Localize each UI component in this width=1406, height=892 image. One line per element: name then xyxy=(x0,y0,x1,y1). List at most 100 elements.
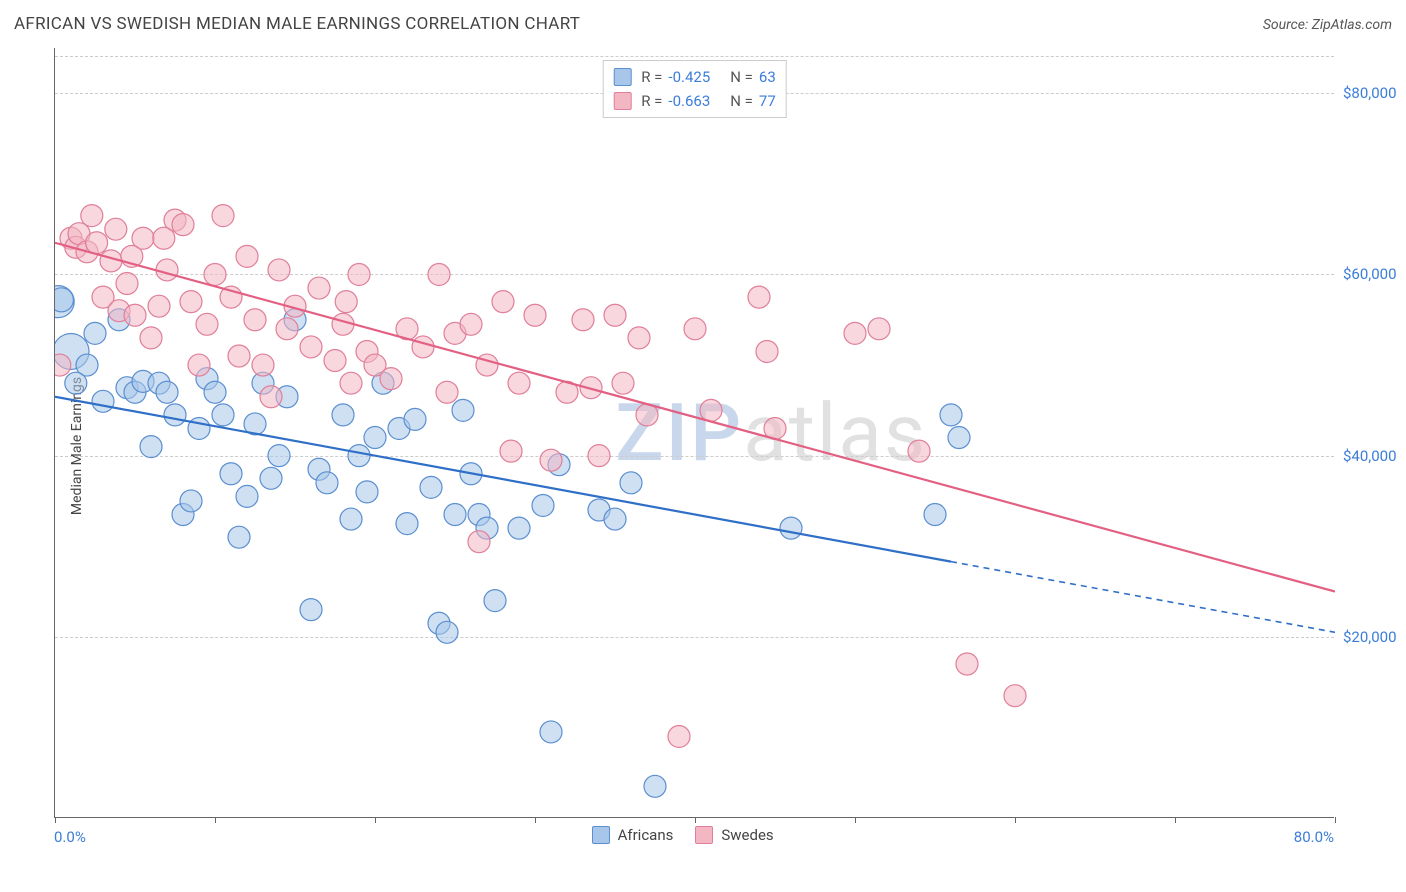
scatter-point-swedes xyxy=(756,340,778,362)
scatter-point-africans xyxy=(172,504,194,526)
scatter-point-swedes xyxy=(172,214,194,236)
scatter-point-africans xyxy=(76,354,98,376)
scatter-point-swedes xyxy=(956,653,978,675)
scatter-point-swedes xyxy=(540,449,562,471)
n-value-swedes: 77 xyxy=(759,89,776,113)
scatter-point-africans xyxy=(55,286,74,318)
scatter-point-swedes xyxy=(228,345,250,367)
scatter-point-swedes xyxy=(276,318,298,340)
x-tick xyxy=(1175,817,1176,823)
x-tick xyxy=(55,817,56,823)
x-tick xyxy=(855,817,856,823)
scatter-point-swedes xyxy=(340,372,362,394)
scatter-point-africans xyxy=(428,612,450,634)
scatter-point-africans xyxy=(460,463,482,485)
scatter-point-swedes xyxy=(572,309,594,331)
scatter-point-swedes xyxy=(196,313,218,335)
scatter-point-africans xyxy=(148,372,170,394)
scatter-point-swedes xyxy=(81,205,103,227)
scatter-point-swedes xyxy=(148,295,170,317)
scatter-point-swedes xyxy=(284,295,306,317)
scatter-point-africans xyxy=(356,481,378,503)
scatter-point-africans xyxy=(444,504,466,526)
scatter-point-swedes xyxy=(444,322,466,344)
scatter-point-swedes xyxy=(628,327,650,349)
x-tick xyxy=(215,817,216,823)
scatter-point-swedes xyxy=(684,318,706,340)
gridline xyxy=(55,56,1334,57)
legend-label-swedes: Swedes xyxy=(721,826,773,844)
gridline xyxy=(55,274,1334,275)
scatter-point-swedes xyxy=(748,286,770,308)
scatter-point-africans xyxy=(396,513,418,535)
scatter-point-africans xyxy=(108,309,130,331)
scatter-point-africans xyxy=(476,517,498,539)
trendline-africans xyxy=(55,397,951,562)
scatter-point-africans xyxy=(276,386,298,408)
scatter-point-swedes xyxy=(76,241,98,263)
scatter-point-africans xyxy=(420,476,442,498)
scatter-point-africans xyxy=(164,404,186,426)
legend-row-swedes: R = -0.663 N = 77 xyxy=(613,89,776,113)
legend-label-africans: Africans xyxy=(618,826,674,844)
scatter-point-swedes xyxy=(121,245,143,267)
scatter-point-swedes xyxy=(308,277,330,299)
scatter-point-swedes xyxy=(356,340,378,362)
scatter-point-africans xyxy=(540,721,562,743)
scatter-point-swedes xyxy=(380,368,402,390)
scatter-point-africans xyxy=(228,526,250,548)
scatter-point-africans xyxy=(65,372,87,394)
scatter-point-swedes xyxy=(868,318,890,340)
scatter-point-africans xyxy=(124,381,146,403)
scatter-point-africans xyxy=(452,399,474,421)
scatter-point-africans xyxy=(212,404,234,426)
r-value-africans: -0.425 xyxy=(668,65,710,89)
scatter-point-africans xyxy=(55,333,89,369)
swatch-africans xyxy=(613,68,631,86)
scatter-point-swedes xyxy=(188,354,210,376)
correlation-legend: R = -0.425 N = 63 R = -0.663 N = 77 xyxy=(602,60,787,118)
x-tick xyxy=(695,817,696,823)
scatter-point-swedes xyxy=(140,327,162,349)
scatter-point-africans xyxy=(644,775,666,797)
scatter-point-swedes xyxy=(244,309,266,331)
watermark-text: IP xyxy=(666,386,744,480)
scatter-point-africans xyxy=(140,436,162,458)
scatter-point-swedes xyxy=(1004,685,1026,707)
watermark: ZIPatlas xyxy=(615,386,927,480)
scatter-point-africans xyxy=(548,454,570,476)
x-tick xyxy=(1015,817,1016,823)
scatter-point-africans xyxy=(308,458,330,480)
scatter-point-swedes xyxy=(364,354,386,376)
scatter-point-swedes xyxy=(436,381,458,403)
scatter-point-swedes xyxy=(460,313,482,335)
scatter-point-africans xyxy=(204,381,226,403)
scatter-point-swedes xyxy=(236,245,258,267)
scatter-point-africans xyxy=(300,599,322,621)
x-tick xyxy=(535,817,536,823)
scatter-point-swedes xyxy=(764,417,786,439)
x-tick-label: 0.0% xyxy=(54,828,86,846)
scatter-point-africans xyxy=(156,381,178,403)
r-label: R = xyxy=(641,65,662,89)
scatter-point-swedes xyxy=(524,304,546,326)
y-tick-label: $80,000 xyxy=(1343,84,1397,102)
r-value-swedes: -0.663 xyxy=(668,89,710,113)
scatter-point-africans xyxy=(180,490,202,512)
scatter-point-swedes xyxy=(68,223,90,245)
scatter-point-swedes xyxy=(476,354,498,376)
scatter-point-africans xyxy=(508,517,530,539)
scatter-point-africans xyxy=(236,485,258,507)
legend-item-swedes: Swedes xyxy=(695,826,773,844)
scatter-point-swedes xyxy=(180,291,202,313)
scatter-point-swedes xyxy=(508,372,530,394)
scatter-point-africans xyxy=(84,322,106,344)
scatter-point-swedes xyxy=(844,322,866,344)
swatch-africans xyxy=(592,826,610,844)
scatter-point-swedes xyxy=(108,300,130,322)
y-tick-label: $60,000 xyxy=(1343,265,1397,283)
source-prefix: Source: xyxy=(1263,17,1312,33)
n-value-africans: 63 xyxy=(759,65,776,89)
scatter-point-africans xyxy=(284,309,306,331)
scatter-point-africans xyxy=(364,427,386,449)
